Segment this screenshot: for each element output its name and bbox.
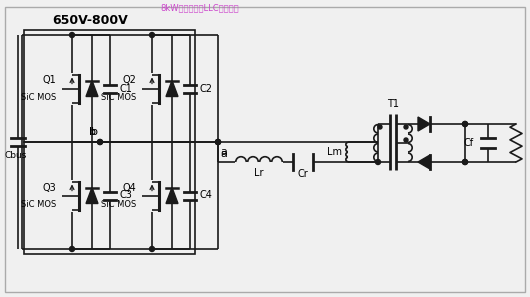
- Polygon shape: [86, 80, 98, 97]
- Text: C4: C4: [199, 190, 212, 200]
- Text: C1: C1: [119, 83, 132, 94]
- Polygon shape: [418, 155, 430, 169]
- Text: SiC MOS: SiC MOS: [21, 93, 56, 102]
- Circle shape: [216, 140, 220, 145]
- Circle shape: [98, 140, 102, 145]
- Polygon shape: [86, 187, 98, 203]
- Text: C3: C3: [119, 190, 132, 200]
- Circle shape: [463, 159, 467, 165]
- Text: b: b: [89, 127, 95, 137]
- Text: SiC MOS: SiC MOS: [101, 200, 136, 209]
- Polygon shape: [418, 117, 430, 131]
- Text: Cf: Cf: [464, 138, 474, 148]
- Text: Q1: Q1: [42, 75, 56, 86]
- Text: Q3: Q3: [42, 182, 56, 192]
- Circle shape: [216, 140, 220, 145]
- Circle shape: [404, 125, 408, 129]
- Text: Lr: Lr: [254, 168, 264, 178]
- Text: T1: T1: [387, 99, 399, 109]
- Text: 650V-800V: 650V-800V: [52, 15, 128, 28]
- Circle shape: [404, 138, 408, 142]
- Text: a: a: [220, 149, 227, 159]
- Bar: [24, 30, 195, 142]
- Circle shape: [378, 125, 382, 129]
- Text: Cr: Cr: [298, 169, 308, 179]
- Text: C2: C2: [199, 83, 212, 94]
- Circle shape: [98, 140, 102, 145]
- Circle shape: [463, 121, 467, 127]
- Circle shape: [375, 159, 381, 165]
- Text: b: b: [91, 127, 98, 137]
- Text: Cbus: Cbus: [5, 151, 27, 160]
- Circle shape: [69, 32, 75, 37]
- Text: Q4: Q4: [122, 182, 136, 192]
- Circle shape: [149, 32, 155, 37]
- Text: Lm: Lm: [326, 147, 341, 157]
- Text: SiC MOS: SiC MOS: [101, 93, 136, 102]
- Circle shape: [69, 247, 75, 252]
- Circle shape: [149, 247, 155, 252]
- Polygon shape: [166, 187, 178, 203]
- FancyBboxPatch shape: [5, 7, 525, 292]
- Polygon shape: [166, 80, 178, 97]
- Bar: [24, 142, 195, 254]
- Text: Q2: Q2: [122, 75, 136, 86]
- Text: SiC MOS: SiC MOS: [21, 200, 56, 209]
- Text: a: a: [220, 147, 227, 157]
- Text: 8kW碳化硅全桥LLC解决方案: 8kW碳化硅全桥LLC解决方案: [161, 4, 240, 12]
- Circle shape: [216, 140, 220, 145]
- Circle shape: [463, 121, 467, 127]
- Circle shape: [463, 159, 467, 165]
